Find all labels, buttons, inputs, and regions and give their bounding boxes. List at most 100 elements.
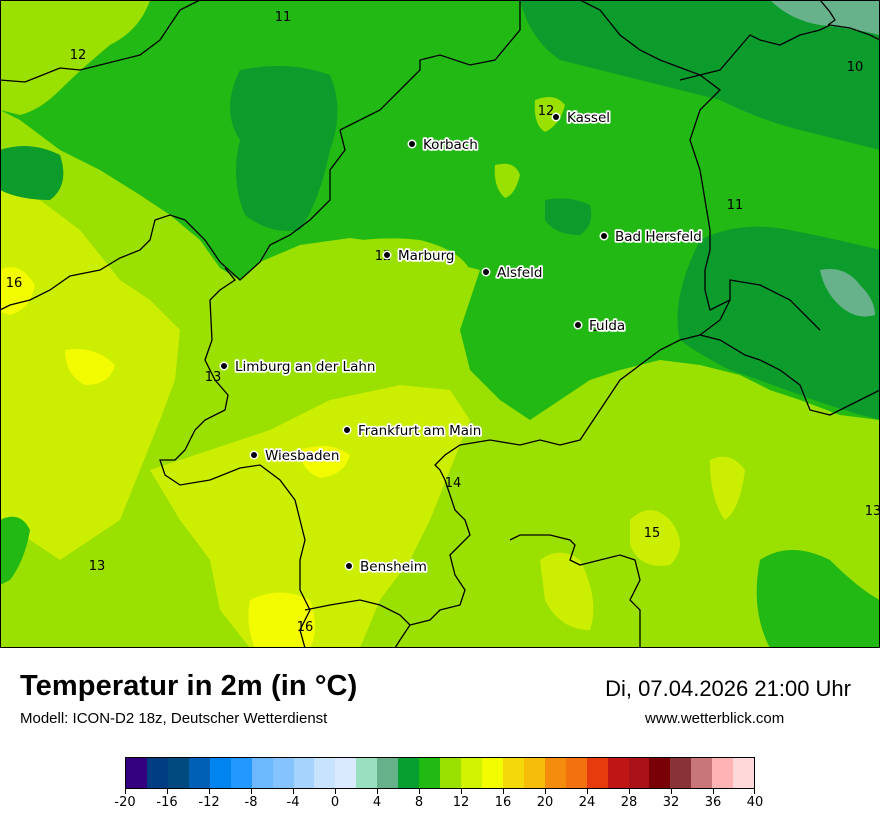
city-marker[interactable]: Wiesbaden xyxy=(249,446,341,466)
colorbar-segment xyxy=(209,758,231,788)
warm-region-south-center xyxy=(540,552,594,630)
border-south-bavaria xyxy=(509,534,641,648)
colorbar-segment xyxy=(377,758,399,788)
colorbar-segment xyxy=(586,758,608,788)
city-dot-icon xyxy=(553,114,559,120)
cool-region-north xyxy=(0,0,880,420)
forecast-datetime: Di, 07.04.2026 21:00 Uhr xyxy=(605,676,851,701)
colorbar-segment xyxy=(251,758,273,788)
city-label: Bensheim xyxy=(360,559,427,575)
colorbar-segment xyxy=(565,758,587,788)
colorbar-segment xyxy=(126,758,147,788)
colorbar-tick xyxy=(629,789,630,794)
coldest-region-rhoen xyxy=(820,269,875,317)
colorbar-tick-label: 20 xyxy=(536,795,554,810)
border-northeast2 xyxy=(819,0,836,26)
colorbar-tick-label: -8 xyxy=(244,795,258,810)
colorbar-tick-label: 24 xyxy=(578,795,596,810)
warm-region-east2 xyxy=(710,456,745,520)
central-warm-spot xyxy=(494,163,520,198)
city-label: Wiesbaden xyxy=(265,448,339,464)
city-dot-icon xyxy=(344,427,350,433)
colorbar-tick-label: 28 xyxy=(620,795,638,810)
border-hessen-south2 xyxy=(409,299,731,626)
colorbar-segment xyxy=(293,758,315,788)
website-link[interactable]: www.wetterblick.com xyxy=(645,710,785,727)
contour-label: 14 xyxy=(445,476,462,491)
contour-label: 15 xyxy=(644,526,661,541)
city-dot-icon xyxy=(483,269,489,275)
city-marker[interactable]: Bad Hersfeld xyxy=(599,227,704,247)
temperature-map[interactable]: 1112101211121611131413151316 KasselKorba… xyxy=(0,0,880,648)
city-dot-icon xyxy=(601,233,607,239)
map-canvas: 1112101211121611131413151316 KasselKorba… xyxy=(0,0,880,648)
colorbar-segment xyxy=(481,758,503,788)
colorbar-segment xyxy=(419,758,441,788)
colorbar-tick xyxy=(713,789,714,794)
city-marker[interactable]: Fulda xyxy=(573,316,627,336)
colorbar-tick xyxy=(754,789,755,794)
city-label: Frankfurt am Main xyxy=(358,423,481,439)
warm-region-east xyxy=(630,510,680,566)
contour-label: 12 xyxy=(538,104,555,119)
city-label: Kassel xyxy=(567,110,610,126)
model-info: Modell: ICON-D2 18z, Deutscher Wetterdie… xyxy=(20,710,328,727)
colorbar-tick xyxy=(587,789,588,794)
warm-region-rhine xyxy=(150,385,470,648)
colorbar-segment xyxy=(523,758,545,788)
contour-label: 11 xyxy=(275,10,292,25)
colorbar-tick-label: 36 xyxy=(704,795,722,810)
colorbar-segment xyxy=(230,758,252,788)
city-markers: Kassel Korbach Bad Hersfeld Marburg Alsfeld F… xyxy=(219,108,704,577)
colorbar-tick xyxy=(503,789,504,794)
border-east xyxy=(699,334,880,416)
colorbar-tick-label: 32 xyxy=(662,795,680,810)
colorbar-tick-label: -4 xyxy=(286,795,300,810)
city-marker[interactable]: Limburg an der Lahn xyxy=(219,357,377,377)
colorbar-segment xyxy=(461,758,482,788)
colorbar-ticks: -20 -16 -12 -8 -4 0 4 8 12 16 20 24 28 32 36 40 xyxy=(114,789,763,819)
colorbar-segment xyxy=(670,758,692,788)
contour-label: 12 xyxy=(70,48,87,63)
city-label: Bad Hersfeld xyxy=(615,229,702,245)
city-label: Alsfeld xyxy=(497,265,542,281)
city-label: Marburg xyxy=(398,248,454,264)
city-label: Korbach xyxy=(423,137,478,153)
city-marker[interactable]: Korbach xyxy=(407,135,480,155)
contour-label: 13 xyxy=(205,370,222,385)
colorbar-segment xyxy=(712,758,734,788)
border-hessen-west2 xyxy=(159,267,311,648)
contour-label: 16 xyxy=(6,276,23,291)
colorbar-tick-label: 12 xyxy=(452,795,470,810)
border-northeast xyxy=(679,24,880,81)
city-label: Limburg an der Lahn xyxy=(235,359,375,375)
colorbar-segment xyxy=(649,758,671,788)
colorbar-tick xyxy=(671,789,672,794)
colorbar-tick xyxy=(461,789,462,794)
cool-region-marburg-lighter xyxy=(330,238,470,305)
border-hessen-west xyxy=(0,129,346,311)
city-marker[interactable]: Kassel xyxy=(551,108,612,128)
colorbar-tick xyxy=(419,789,420,794)
colorbar-segment xyxy=(440,758,461,788)
colorbar-tick xyxy=(545,789,546,794)
colorbar-tick-label: 16 xyxy=(494,795,512,810)
colorbar-tick xyxy=(335,789,336,794)
cool-region-southeast xyxy=(756,550,880,648)
colorbar-tick-label: 4 xyxy=(372,795,382,810)
city-marker[interactable]: Bensheim xyxy=(344,557,429,577)
colorbar-segment xyxy=(502,758,524,788)
colorbar-tick-label: -12 xyxy=(198,795,220,810)
colorbar-segment xyxy=(628,758,650,788)
city-dot-icon xyxy=(409,141,415,147)
city-marker[interactable]: Frankfurt am Main xyxy=(342,421,483,441)
colorbar-tick xyxy=(251,789,252,794)
city-dot-icon xyxy=(346,563,352,569)
colorbar-tick-label: 0 xyxy=(330,795,340,810)
city-marker[interactable]: Alsfeld xyxy=(481,263,544,283)
colorbar-segment xyxy=(733,758,755,788)
contour-label: 11 xyxy=(727,198,744,213)
cool-region-northwest-lighter xyxy=(0,0,150,115)
hot-spot-west xyxy=(0,267,35,315)
city-marker[interactable]: Marburg xyxy=(382,246,456,266)
